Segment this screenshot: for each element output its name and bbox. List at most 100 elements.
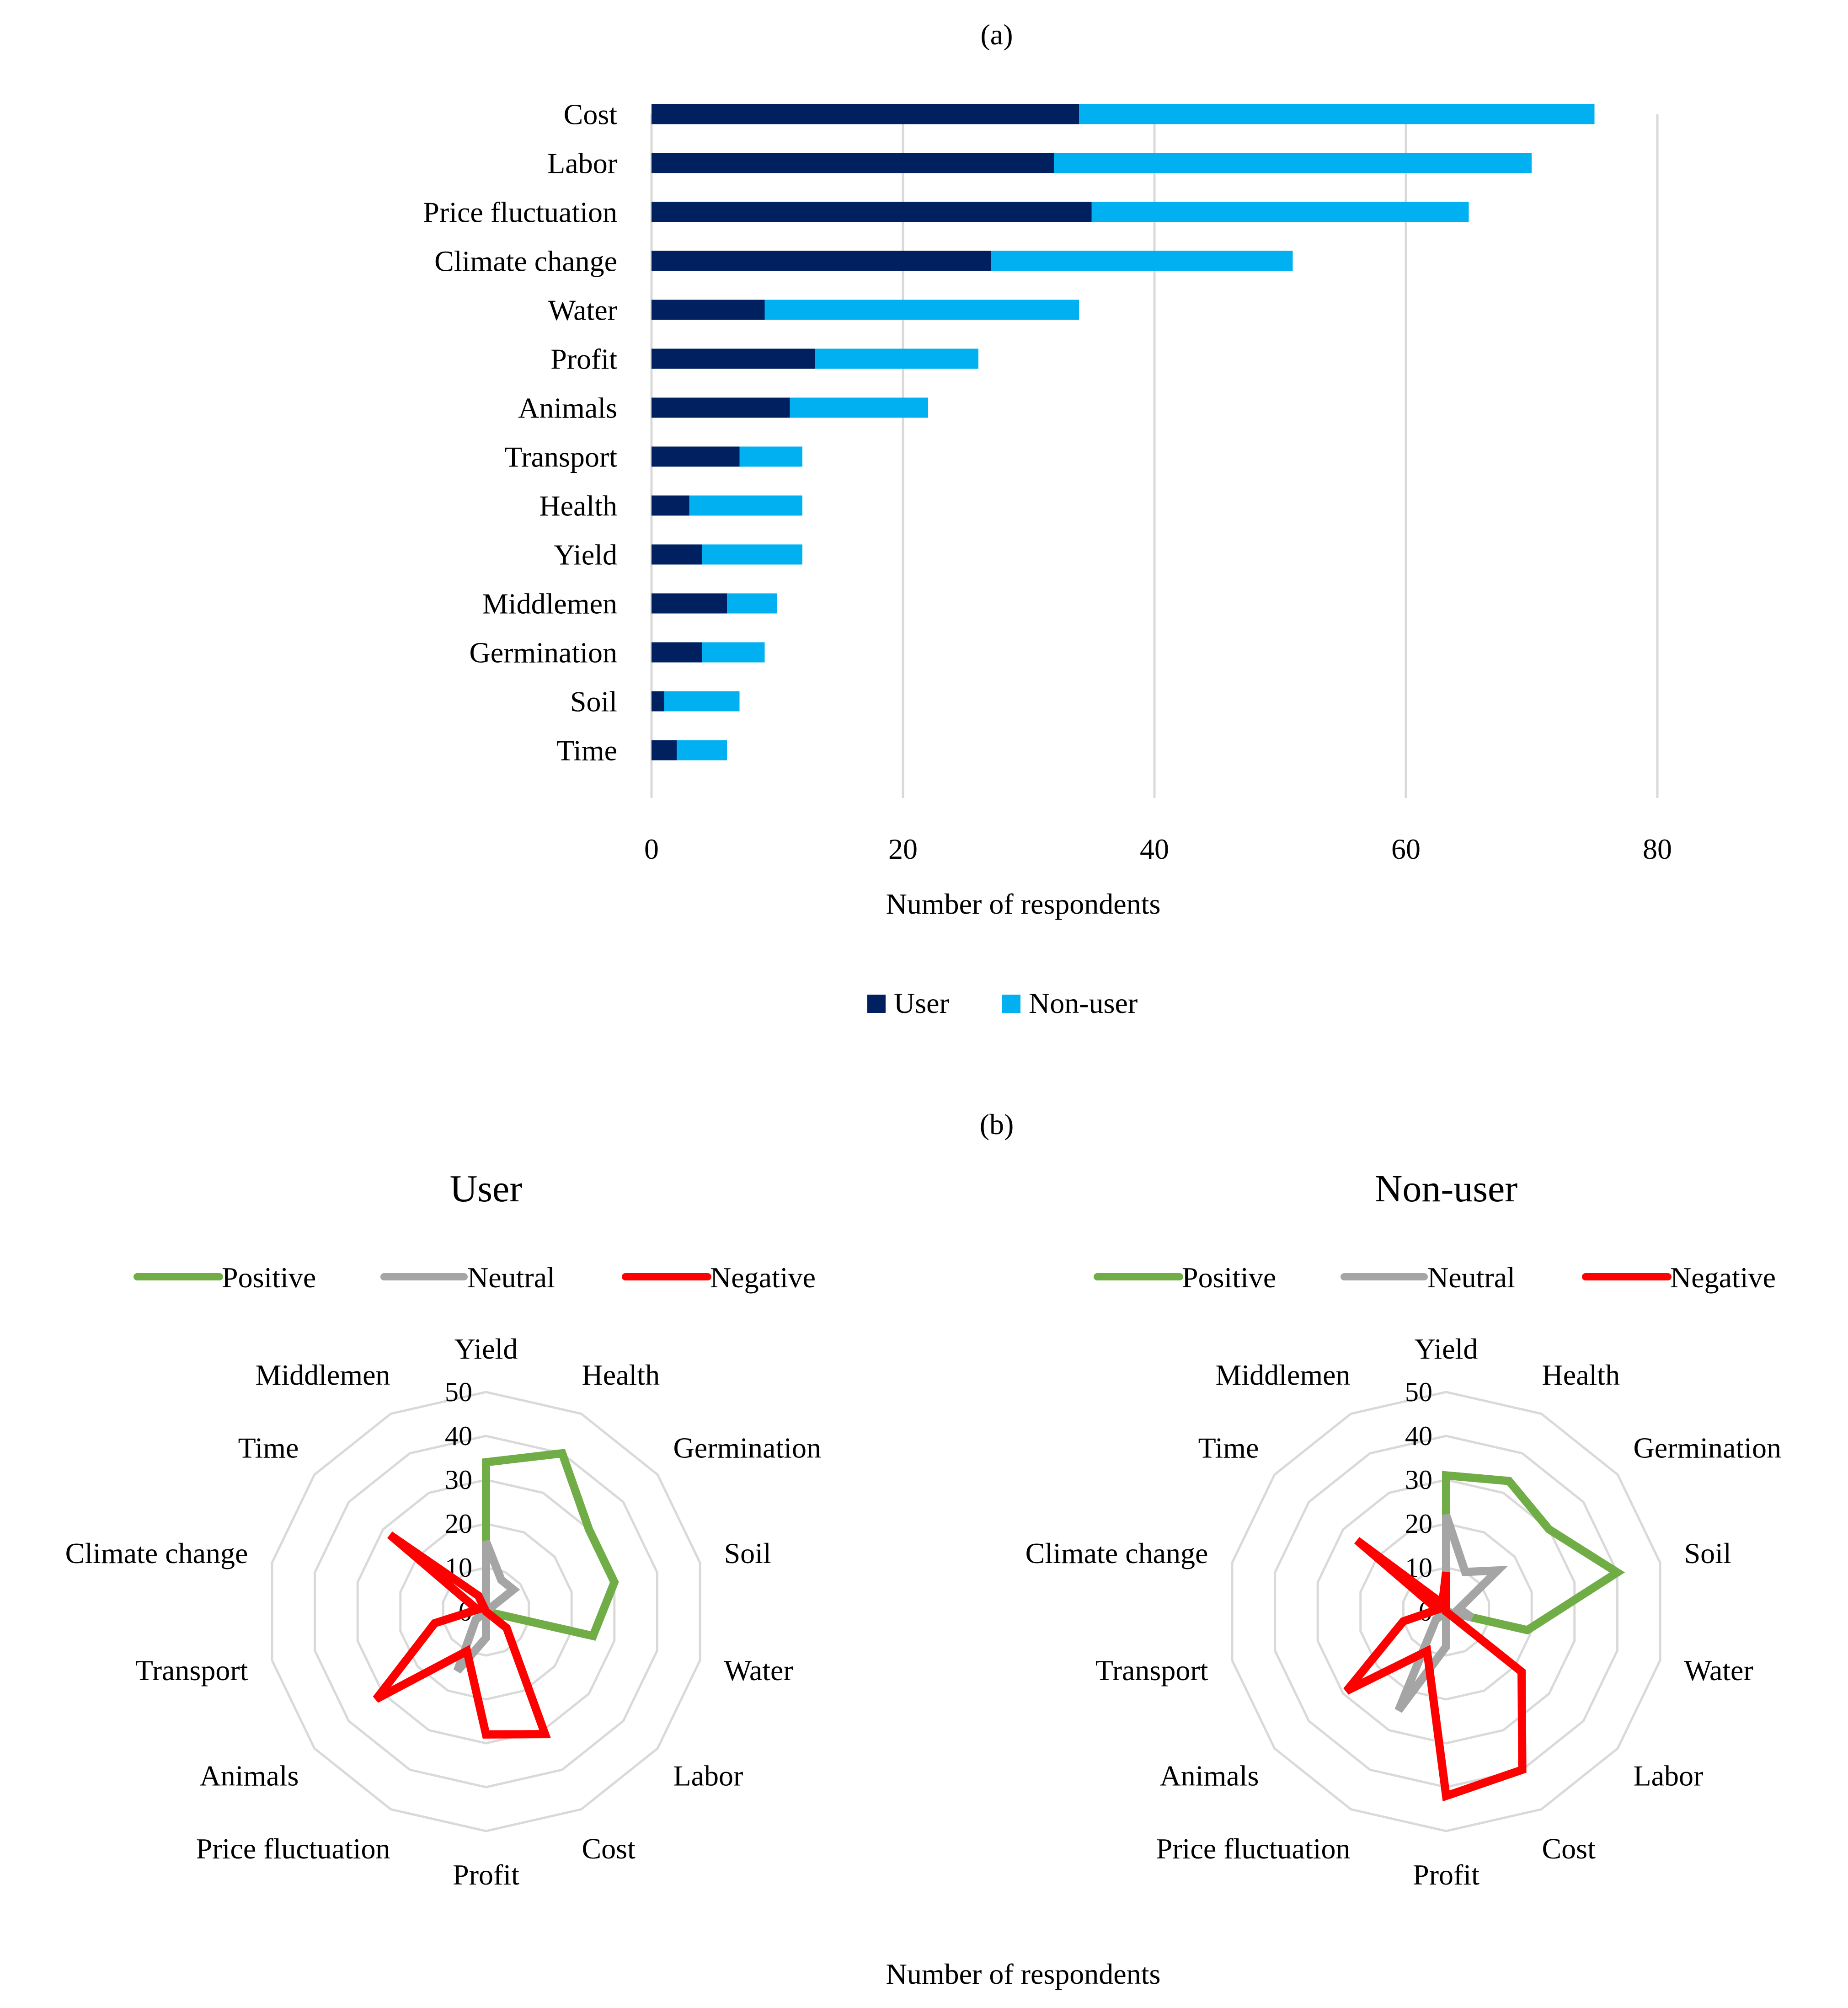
radar-category-label-animals: Animals bbox=[1160, 1760, 1259, 1792]
x-tick-label: 80 bbox=[1643, 833, 1672, 865]
bar-non-user-water bbox=[764, 300, 1079, 320]
bar-non-user-soil bbox=[664, 691, 740, 712]
radar-tick-label: 50 bbox=[445, 1377, 472, 1407]
category-label-cost: Cost bbox=[564, 98, 618, 131]
radar-category-label-soil: Soil bbox=[1684, 1537, 1731, 1569]
legend-label-neutral: Neutral bbox=[467, 1261, 555, 1294]
radar-category-label-water: Water bbox=[1684, 1654, 1753, 1687]
radar-category-label-price-fluctuation: Price fluctuation bbox=[196, 1832, 390, 1865]
bar-user-soil bbox=[652, 691, 664, 712]
bar-user-middlemen bbox=[652, 593, 727, 614]
legend-label-negative: Negative bbox=[710, 1261, 816, 1294]
legend-label-positive: Positive bbox=[1182, 1261, 1276, 1294]
category-label-price-fluctuation: Price fluctuation bbox=[423, 196, 617, 229]
legend-swatch-non-user bbox=[1002, 995, 1020, 1013]
radar-category-labels-user: Yield Health Germination Soil Water Labor Cost… bbox=[65, 1333, 821, 1891]
bar-user-time bbox=[652, 740, 677, 760]
category-label-animals: Animals bbox=[518, 392, 617, 424]
radar-category-label-climate-change: Climate change bbox=[1025, 1537, 1208, 1569]
bar-user-animals bbox=[652, 397, 790, 418]
bar-non-user-germination bbox=[702, 642, 765, 663]
legend-label-negative: Negative bbox=[1670, 1261, 1776, 1294]
bar-chart-x-tick-labels: 0 20 40 60 80 bbox=[644, 833, 1672, 865]
bar-non-user-profit bbox=[815, 348, 978, 369]
radar-tick-label: 30 bbox=[1405, 1465, 1432, 1495]
radar-category-label-climate-change: Climate change bbox=[65, 1537, 248, 1569]
radar-grid-ring bbox=[399, 1522, 573, 1701]
bar-user-climate-change bbox=[652, 251, 991, 271]
category-label-transport: Transport bbox=[504, 441, 617, 473]
radar-legend-non-user: Positive Neutral Negative bbox=[1094, 1261, 1776, 1294]
category-label-labor: Labor bbox=[547, 147, 617, 180]
radar-series-negative bbox=[1343, 1537, 1527, 1802]
radar-category-label-time: Time bbox=[1198, 1431, 1259, 1464]
bar-non-user-time bbox=[677, 740, 727, 760]
radar-tick-label: 20 bbox=[445, 1509, 472, 1539]
radar-title-user: User bbox=[450, 1167, 523, 1210]
radar-series-non-user bbox=[1343, 1471, 1625, 1802]
category-label-health: Health bbox=[539, 490, 617, 522]
radar-grid-ring bbox=[1231, 1391, 1661, 1832]
x-tick-label: 60 bbox=[1391, 833, 1421, 865]
bar-chart-x-axis-label: Number of respondents bbox=[886, 888, 1161, 920]
radar-chart-non-user: Non-user Positive Neutral Negative 01020… bbox=[1025, 1167, 1781, 1891]
radar-series-negative bbox=[373, 1531, 551, 1739]
radar-grid-ring bbox=[314, 1435, 658, 1788]
category-label-water: Water bbox=[548, 294, 617, 327]
radar-category-labels-non-user: Yield Health Germination Soil Water Labor Cost… bbox=[1025, 1333, 1781, 1891]
radar-category-label-cost: Cost bbox=[582, 1832, 636, 1865]
radar-category-label-transport: Transport bbox=[135, 1654, 248, 1687]
category-label-germination: Germination bbox=[470, 637, 617, 669]
radar-grid-ring bbox=[271, 1391, 701, 1832]
radar-category-label-middlemen: Middlemen bbox=[1215, 1359, 1350, 1391]
radar-category-label-labor: Labor bbox=[1634, 1760, 1704, 1792]
radar-tick-label: 50 bbox=[1405, 1377, 1432, 1407]
panel-label-a: (a) bbox=[980, 18, 1013, 51]
bar-non-user-transport bbox=[739, 446, 802, 467]
radar-tick-label: 30 bbox=[445, 1465, 472, 1495]
radar-tick-label: 20 bbox=[1405, 1509, 1432, 1539]
legend-label-user: User bbox=[894, 987, 949, 1019]
bar-non-user-middlemen bbox=[727, 593, 777, 614]
figure-axis-label: Number of respondents bbox=[886, 1958, 1161, 1990]
radar-category-label-price-fluctuation: Price fluctuation bbox=[1156, 1832, 1351, 1865]
radar-category-label-labor: Labor bbox=[673, 1760, 743, 1792]
bar-user-transport bbox=[652, 446, 740, 467]
radar-chart-user: User Positive Neutral Negative 010203040… bbox=[65, 1167, 821, 1891]
radar-category-label-profit: Profit bbox=[1413, 1858, 1479, 1891]
radar-category-label-time: Time bbox=[238, 1431, 299, 1464]
x-tick-label: 0 bbox=[644, 833, 659, 865]
category-label-soil: Soil bbox=[570, 685, 617, 718]
category-label-middlemen: Middlemen bbox=[482, 588, 617, 620]
category-label-time: Time bbox=[556, 734, 617, 767]
bar-user-water bbox=[652, 300, 765, 320]
category-label-yield: Yield bbox=[554, 539, 617, 571]
radar-category-label-soil: Soil bbox=[724, 1537, 771, 1569]
bar-chart-bars bbox=[652, 104, 1595, 760]
x-tick-label: 40 bbox=[1140, 833, 1169, 865]
bar-chart-legend: User Non-user bbox=[867, 987, 1138, 1019]
radar-legend-user: Positive Neutral Negative bbox=[134, 1261, 816, 1294]
radar-series-neutral bbox=[454, 1540, 520, 1674]
bar-user-germination bbox=[652, 642, 702, 663]
radar-category-label-animals: Animals bbox=[200, 1760, 299, 1792]
bar-non-user-price-fluctuation bbox=[1091, 202, 1469, 222]
radar-grid-ring bbox=[1316, 1478, 1576, 1745]
bar-user-price-fluctuation bbox=[652, 202, 1092, 222]
x-tick-label: 20 bbox=[888, 833, 918, 865]
radar-category-label-profit: Profit bbox=[453, 1858, 519, 1891]
bar-non-user-health bbox=[689, 495, 802, 516]
radar-category-label-germination: Germination bbox=[673, 1431, 821, 1464]
bar-non-user-climate-change bbox=[991, 251, 1293, 271]
panel-label-b: (b) bbox=[980, 1108, 1014, 1141]
radar-category-label-transport: Transport bbox=[1095, 1654, 1208, 1687]
radar-category-label-yield: Yield bbox=[454, 1333, 518, 1365]
bar-chart-category-labels: Cost Labor Price fluctuation Climate change… bbox=[423, 98, 617, 767]
radar-tick-label: 40 bbox=[445, 1421, 472, 1451]
radar-category-label-health: Health bbox=[582, 1359, 660, 1391]
legend-label-non-user: Non-user bbox=[1029, 987, 1138, 1019]
legend-label-positive: Positive bbox=[222, 1261, 316, 1294]
category-label-profit: Profit bbox=[550, 343, 617, 375]
